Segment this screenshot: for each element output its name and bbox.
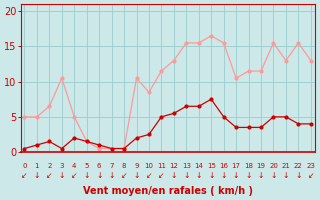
Text: ↙: ↙ (21, 171, 28, 180)
Text: ↙: ↙ (308, 171, 314, 180)
Text: ↙: ↙ (158, 171, 164, 180)
Text: ↓: ↓ (245, 171, 252, 180)
Text: ↓: ↓ (196, 171, 202, 180)
Text: ↓: ↓ (208, 171, 214, 180)
Text: ↓: ↓ (96, 171, 102, 180)
Text: ↓: ↓ (220, 171, 227, 180)
Text: ↙: ↙ (46, 171, 52, 180)
Text: ↓: ↓ (183, 171, 189, 180)
Text: ↓: ↓ (133, 171, 140, 180)
X-axis label: Vent moyen/en rafales ( km/h ): Vent moyen/en rafales ( km/h ) (83, 186, 252, 196)
Text: ↓: ↓ (84, 171, 90, 180)
Text: ↓: ↓ (270, 171, 277, 180)
Text: ↓: ↓ (108, 171, 115, 180)
Text: ↓: ↓ (258, 171, 264, 180)
Text: ↓: ↓ (283, 171, 289, 180)
Text: ↓: ↓ (171, 171, 177, 180)
Text: ↙: ↙ (121, 171, 127, 180)
Text: ↓: ↓ (233, 171, 239, 180)
Text: ↓: ↓ (34, 171, 40, 180)
Text: ↙: ↙ (146, 171, 152, 180)
Text: ↓: ↓ (59, 171, 65, 180)
Text: ↙: ↙ (71, 171, 77, 180)
Text: ↓: ↓ (295, 171, 301, 180)
